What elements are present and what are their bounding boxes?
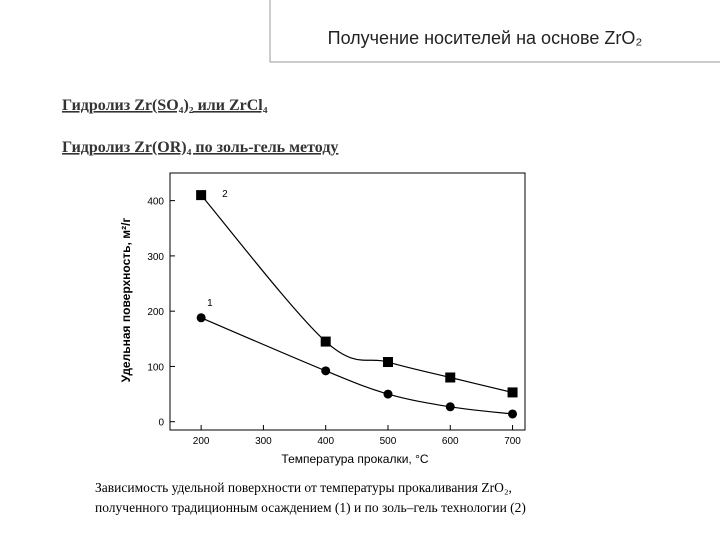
series-label: 2: [222, 189, 228, 200]
x-tick-label: 700: [504, 436, 521, 447]
slide-title: Получение носителей на основе ZrO₂: [328, 28, 643, 48]
point: [445, 372, 456, 383]
y-axis-label: Удельная поверхность, м²/г: [119, 218, 133, 383]
plot-frame: [169, 172, 526, 431]
caption: Зависимость удельной поверхности от темп…: [95, 480, 512, 495]
x-tick-label: 500: [380, 436, 397, 447]
point: [196, 313, 206, 323]
x-tick-label: 600: [442, 436, 459, 447]
y-tick-label: 300: [147, 252, 164, 263]
point: [321, 366, 331, 376]
x-tick-label: 200: [193, 436, 210, 447]
point: [196, 190, 207, 201]
point: [445, 402, 455, 412]
x-tick-label: 400: [317, 436, 334, 447]
y-tick-label: 400: [147, 197, 164, 208]
point: [508, 409, 518, 419]
series-label: 1: [207, 298, 213, 309]
y-tick-label: 0: [158, 418, 164, 429]
text-line: Гидролиз Zr(OR)₄ по золь-гель методу: [62, 139, 338, 156]
series-line: [200, 317, 513, 415]
point: [382, 357, 393, 368]
y-tick-label: 200: [147, 307, 164, 318]
series-line: [200, 194, 513, 394]
caption: полученного традиционным осаждением (1) …: [95, 500, 526, 515]
point: [507, 387, 518, 398]
x-tick-label: 300: [255, 436, 272, 447]
x-axis-label: Температура прокалки, °С: [281, 452, 428, 466]
point: [320, 336, 331, 347]
point: [383, 389, 393, 399]
y-tick-label: 100: [147, 362, 164, 373]
text-line: Гидролиз Zr(SO₄)₂ или ZrCl₄: [62, 97, 268, 114]
